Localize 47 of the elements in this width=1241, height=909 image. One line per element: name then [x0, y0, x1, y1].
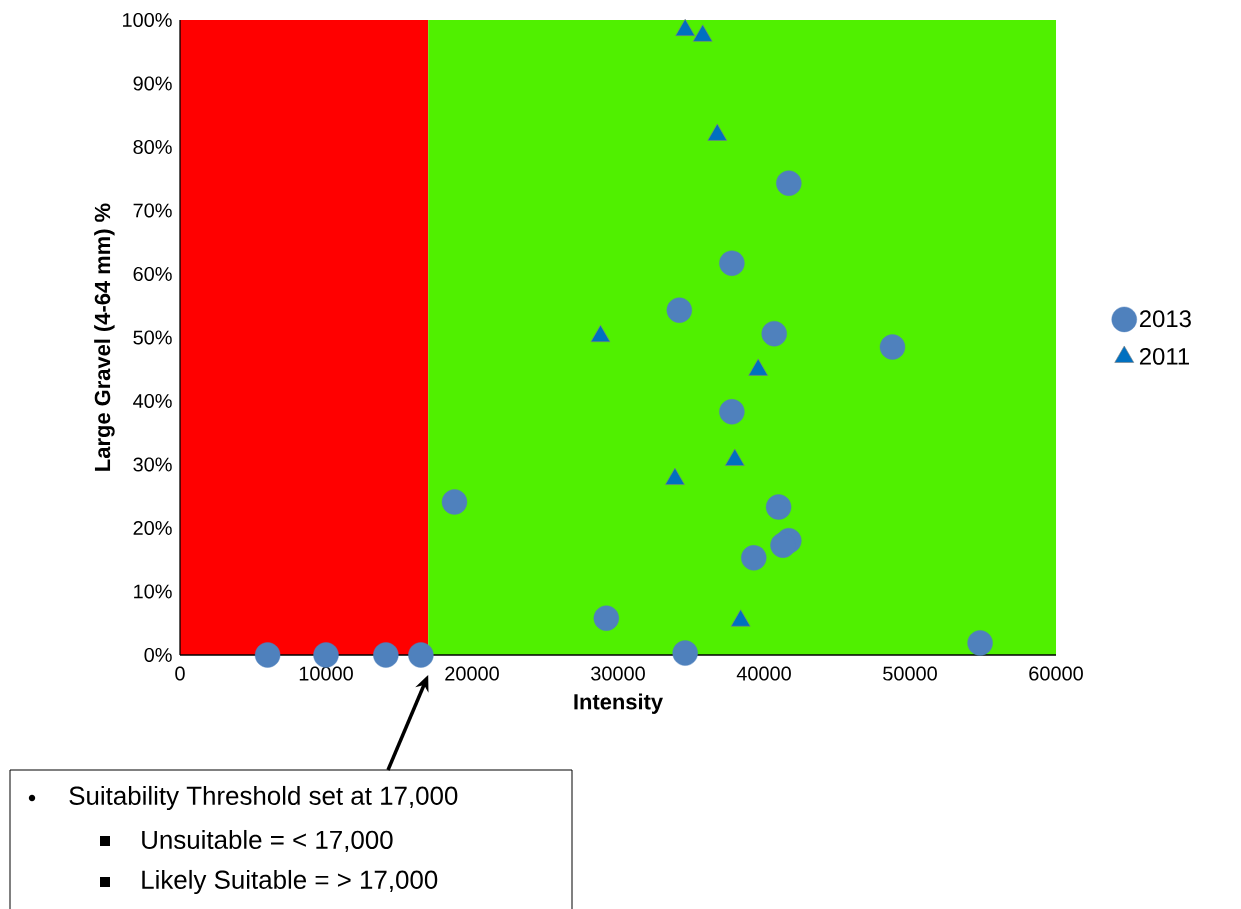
y-tick-label: 70%	[133, 203, 172, 218]
y-tick-label: 0%	[144, 647, 172, 663]
x-tick-label: 20000	[445, 666, 499, 681]
x-tick-label: 30000	[591, 666, 645, 681]
x-tick-label: 50000	[883, 666, 937, 681]
y-tick-label: 80%	[133, 139, 172, 155]
point	[692, 24, 713, 42]
text: Unsuitable = < 17,000	[142, 829, 393, 853]
legend-label: 2011	[1139, 347, 1189, 365]
x-tick-label: 10000	[299, 666, 353, 681]
y-tick-label: 30%	[133, 457, 172, 472]
y-axis-title: Large Gravel (4-64 mm) %	[94, 203, 115, 471]
text: Suitability Threshold set at 17,000	[69, 785, 458, 811]
point	[672, 640, 698, 666]
point	[707, 123, 728, 141]
point	[373, 642, 399, 668]
point	[741, 545, 767, 571]
point	[666, 297, 693, 323]
x-tick-label: 0	[175, 666, 185, 681]
y-tick-label: 10%	[134, 584, 172, 599]
point	[879, 334, 906, 360]
y-tick-label: 100%	[123, 12, 172, 28]
point	[719, 399, 745, 425]
x-axis-title: Intensity	[574, 693, 663, 714]
point	[719, 250, 745, 276]
point	[675, 18, 695, 36]
point	[313, 642, 339, 668]
y-tick-label: 20%	[133, 520, 172, 536]
x-tick-label: 60000	[1029, 666, 1083, 681]
point	[748, 358, 768, 376]
point	[254, 642, 281, 668]
point	[967, 630, 993, 656]
point	[408, 642, 434, 668]
point	[765, 494, 792, 520]
y-tick-label: 50%	[133, 330, 172, 345]
point	[761, 320, 787, 347]
point	[770, 532, 796, 558]
y-tick-label: 60%	[133, 266, 172, 282]
point	[776, 170, 802, 196]
y-tick-label: 40%	[133, 393, 172, 409]
point	[593, 605, 620, 631]
point	[441, 489, 468, 515]
x-tick-label: 40000	[736, 666, 791, 681]
point	[590, 324, 611, 343]
text: Likely Suitable = > 17,000	[142, 869, 438, 895]
legend-label: 2013	[1139, 310, 1191, 328]
y-tick-label: 90%	[133, 76, 172, 91]
